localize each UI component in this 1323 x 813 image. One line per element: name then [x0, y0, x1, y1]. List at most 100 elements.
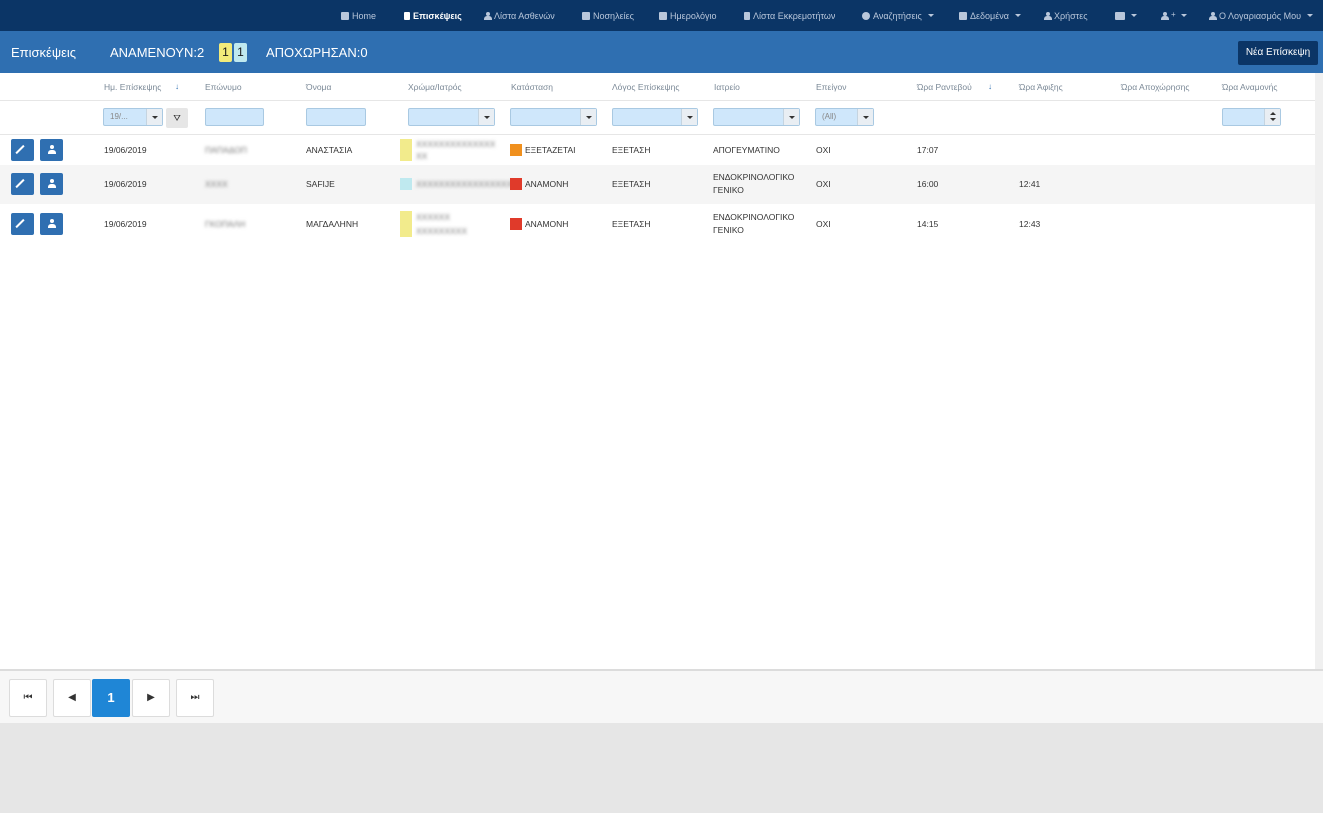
- sort-down-icon[interactable]: ↓: [175, 82, 179, 91]
- nav-home-label: Home: [352, 10, 377, 21]
- calendar-icon[interactable]: [146, 109, 162, 125]
- surname-filter-input[interactable]: [205, 108, 264, 126]
- col-urgent[interactable]: Επείγον: [816, 82, 847, 92]
- chevron-down-icon: [1131, 14, 1137, 17]
- name-cell: ΑΝΑΣΤΑΣΙΑ: [306, 145, 353, 155]
- chevron-down-icon: [927, 14, 934, 17]
- next-page-button[interactable]: ▶: [132, 679, 170, 717]
- nav-patients[interactable]: Λίστα Ασθενών: [484, 0, 555, 31]
- new-visit-button[interactable]: Νέα Επίσκεψη: [1238, 41, 1318, 65]
- status-color-square: [510, 218, 522, 230]
- appointment-time-cell: 14:15: [917, 219, 939, 229]
- document-icon: [404, 11, 410, 20]
- list-icon: [1115, 11, 1125, 20]
- chevron-down-icon[interactable]: [681, 109, 697, 125]
- pencil-icon: [15, 178, 25, 189]
- first-page-icon: ⏮: [23, 692, 33, 703]
- col-appointment-time[interactable]: Ώρα Ραντεβού: [917, 82, 972, 92]
- last-page-button[interactable]: ⏭: [176, 679, 214, 717]
- col-departure-time[interactable]: Ώρα Αποχώρησης: [1121, 82, 1190, 92]
- col-name[interactable]: Όνομα: [306, 82, 332, 92]
- col-clinic[interactable]: Ιατρείο: [714, 82, 740, 92]
- clinic-cell-line2: ΓΕΝΙΚΟ: [713, 185, 744, 195]
- edit-button[interactable]: [11, 213, 34, 235]
- prev-page-button[interactable]: ◀: [53, 679, 91, 717]
- doctor-filter-select[interactable]: [408, 108, 495, 126]
- nav-pending-label: Λίστα Εκκρεμοτήτων: [753, 10, 836, 21]
- urgent-cell: ΟΧΙ: [816, 179, 831, 189]
- name-filter-input[interactable]: [306, 108, 366, 126]
- nav-account[interactable]: Ο Λογαριασμός Μου: [1209, 0, 1314, 31]
- col-status[interactable]: Κατάσταση: [511, 82, 554, 92]
- appointment-time-cell: 17:07: [917, 145, 939, 155]
- top-navbar: Home Επισκέψεις Λίστα Ασθενών Νοσηλείες …: [0, 0, 1323, 31]
- status-color-square: [510, 178, 522, 190]
- status-color-square: [510, 144, 522, 156]
- reason-cell: ΕΞΕΤΑΣΗ: [612, 179, 651, 189]
- name-cell: SAFIJE: [306, 179, 335, 189]
- nav-account-label: Ο Λογαριασμός Μου: [1219, 10, 1302, 21]
- clinic-cell: ΕΝΔΟΚΡΙΝΟΛΟΓΙΚΟ: [713, 212, 795, 222]
- chevron-down-icon[interactable]: [580, 109, 596, 125]
- col-arrival-time[interactable]: Ώρα Άφιξης: [1019, 82, 1063, 92]
- chevron-down-icon[interactable]: [478, 109, 494, 125]
- page-header: Επισκέψεις ΑΝΑΜΕΝΟΥΝ:2 1 1 ΑΠΟΧΩΡΗΣΑΝ:0 …: [0, 31, 1323, 73]
- sort-down-icon[interactable]: ↓: [988, 82, 992, 91]
- col-color-doctor[interactable]: Χρώμα/Ιατρός: [408, 82, 462, 92]
- search-icon: [862, 11, 870, 20]
- patient-button[interactable]: [40, 213, 63, 235]
- nav-searches[interactable]: Αναζητήσεις: [862, 0, 934, 31]
- waiting-count: ΑΝΑΜΕΝΟΥΝ:2: [110, 45, 205, 60]
- date-filter-input[interactable]: 19/...: [103, 108, 163, 126]
- col-date[interactable]: Ημ. Επίσκεψης: [104, 82, 162, 92]
- user-icon: [48, 219, 56, 228]
- table-row[interactable]: 19/06/2019 ΧΧΧΧ SAFIJE ΧΧΧΧΧΧΧΧΧΧΧΧΧΧΧΧΧ…: [0, 165, 1315, 204]
- nav-hospitalizations[interactable]: Νοσηλείες: [582, 0, 634, 31]
- urgent-filter-select[interactable]: (All): [815, 108, 874, 126]
- hospital-icon: [582, 11, 590, 20]
- nav-data[interactable]: Δεδομένα: [959, 0, 1021, 31]
- nav-data-label: Δεδομένα: [970, 10, 1009, 21]
- table-row[interactable]: 19/06/2019 ΓΚΟΠΑΛΗ ΜΑΓΔΑΛΗΝΗ ΧΧΧΧΧΧ ΧΧΧΧ…: [0, 204, 1315, 244]
- status-cell: ΕΞΕΤΑΖΕΤΑΙ: [525, 145, 576, 155]
- table-row[interactable]: 19/06/2019 ΠΑΠΑΔΟΠ ΑΝΑΣΤΑΣΙΑ ΧΧΧΧΧΧΧΧΧΧΧ…: [0, 135, 1315, 165]
- nav-list-menu[interactable]: [1115, 0, 1137, 31]
- chevron-down-icon[interactable]: [857, 109, 873, 125]
- wait-filter-stepper[interactable]: [1222, 108, 1281, 126]
- date-cell: 19/06/2019: [104, 179, 147, 189]
- reason-cell: ΕΞΕΤΑΣΗ: [612, 219, 651, 229]
- nav-add-user-menu[interactable]: +: [1161, 0, 1187, 31]
- chevron-down-icon[interactable]: [783, 109, 799, 125]
- nav-calendar[interactable]: Ημερολόγιο: [659, 0, 717, 31]
- clinic-filter-select[interactable]: [713, 108, 800, 126]
- nav-home[interactable]: Home: [341, 0, 376, 31]
- status-filter-select[interactable]: [510, 108, 597, 126]
- page-title: Επισκέψεις: [11, 45, 77, 60]
- nav-visits[interactable]: Επισκέψεις: [404, 0, 462, 31]
- prev-page-icon: ◀: [68, 692, 76, 703]
- reason-filter-select[interactable]: [612, 108, 698, 126]
- doctor-color-swatch: [400, 211, 412, 237]
- vertical-scrollbar[interactable]: [1315, 73, 1323, 669]
- urgent-cell: ΟΧΙ: [816, 145, 831, 155]
- spinner-icon[interactable]: [1264, 109, 1280, 125]
- nav-users-label: Χρήστες: [1054, 10, 1088, 21]
- first-page-button[interactable]: ⏮: [9, 679, 47, 717]
- pencil-icon: [15, 218, 25, 229]
- nav-users[interactable]: Χρήστες: [1044, 0, 1088, 31]
- chevron-down-icon: [1307, 14, 1314, 17]
- nav-pending[interactable]: Λίστα Εκκρεμοτήτων: [744, 0, 835, 31]
- date-filter-value: 19/...: [110, 112, 128, 121]
- edit-button[interactable]: [11, 139, 34, 161]
- doctor-cell: ΧΧΧΧΧΧΧΧΧΧΧΧΧΧΧΧΧ: [416, 179, 513, 189]
- chevron-down-icon: [1014, 14, 1021, 17]
- col-wait-time[interactable]: Ώρα Αναμονής: [1222, 82, 1278, 92]
- col-reason[interactable]: Λόγος Επίσκεψης: [612, 82, 680, 92]
- patient-button[interactable]: [40, 173, 63, 195]
- trash-icon: [744, 11, 750, 20]
- edit-button[interactable]: [11, 173, 34, 195]
- filter-icon[interactable]: ⛛: [166, 108, 188, 128]
- col-surname[interactable]: Επώνυμο: [205, 82, 242, 92]
- page-1-button[interactable]: 1: [92, 679, 130, 717]
- patient-button[interactable]: [40, 139, 63, 161]
